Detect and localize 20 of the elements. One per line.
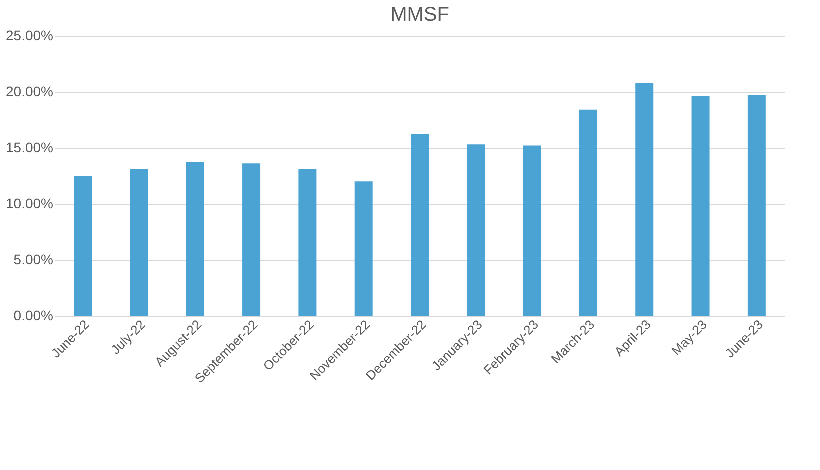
bar xyxy=(467,144,486,316)
bar xyxy=(523,146,542,316)
y-tick-label: 5.00% xyxy=(14,252,54,268)
y-tick-label: 20.00% xyxy=(6,84,54,100)
bar xyxy=(692,96,710,316)
bar xyxy=(242,164,261,316)
bar xyxy=(579,110,598,316)
y-tick-label: 10.00% xyxy=(6,196,54,212)
y-tick-label: 0.00% xyxy=(14,308,54,324)
y-tick-label: 15.00% xyxy=(6,140,54,156)
y-tick-label: 25.00% xyxy=(6,28,54,44)
bar xyxy=(74,176,92,316)
bar xyxy=(298,169,317,316)
bar xyxy=(411,134,429,316)
bar xyxy=(186,162,204,316)
bar xyxy=(748,95,766,316)
bar xyxy=(130,169,148,316)
chart-title: MMSF xyxy=(390,4,450,26)
bar xyxy=(354,182,373,316)
bar xyxy=(636,83,654,316)
